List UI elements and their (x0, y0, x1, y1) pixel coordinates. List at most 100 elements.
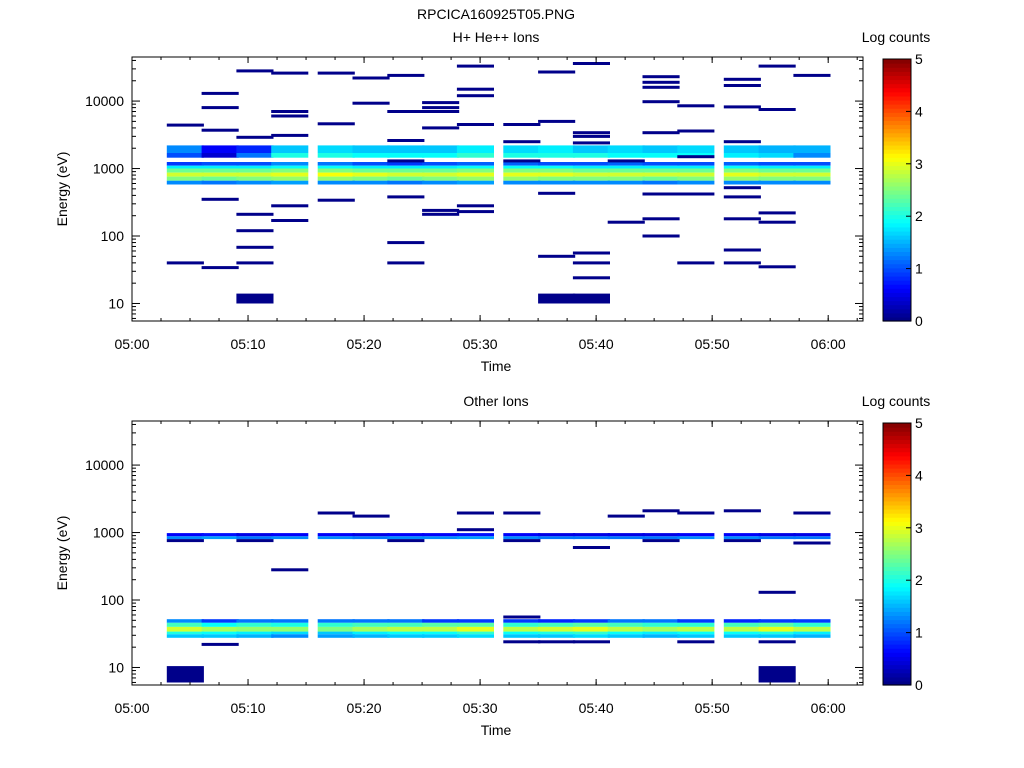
panel1-colorbar-step (883, 267, 911, 273)
panel1-count-cell (387, 195, 425, 199)
panel2-colorbar-step (883, 566, 911, 571)
panel1-count-cell (201, 197, 239, 201)
panel1-count-cell (456, 123, 494, 126)
panel1-count-cell (677, 261, 715, 265)
panel2-colorbar-step (883, 541, 911, 547)
panel1-band-6-cell-16 (758, 176, 796, 181)
panel2-count-cell (503, 539, 541, 543)
panel2-xtick-label: 05:30 (463, 700, 498, 716)
panel1-colorbar-step (883, 108, 911, 113)
panel1-band-0-cell-10 (538, 145, 576, 153)
panel1-band-2-cell-0 (166, 162, 204, 166)
panel2-band-1-cell-11 (572, 536, 610, 540)
panel1-band-2-cell-12 (607, 162, 645, 166)
panel2-count-cell (793, 541, 831, 545)
panel1-colorbar-step (883, 120, 911, 126)
panel1-band-1-cell-1 (201, 153, 239, 158)
panel1-band-3-cell-3 (271, 165, 309, 169)
panel1-band-6-cell-0 (166, 176, 204, 181)
panel1-count-cell (422, 110, 460, 113)
panel1-ylabel: Energy (eV) (54, 152, 70, 227)
panel1-count-cell (503, 123, 541, 126)
panel1-count-cell (456, 204, 494, 208)
panel1-colorbar-step (883, 275, 911, 281)
panel1-count-cell (166, 261, 204, 265)
panel1-colorbar-step (883, 247, 911, 252)
panel2-ylabel: Energy (eV) (54, 516, 70, 591)
panel1-band-0-cell-3 (271, 145, 309, 153)
panel1-band-1-cell-2 (236, 153, 274, 158)
panel1-colorbar-step (883, 132, 911, 138)
panel1-band-1-cell-16 (758, 153, 796, 158)
panel1-band-3-cell-8 (456, 165, 494, 169)
panel2-colorbar-step (883, 672, 911, 678)
panel1-colorbar-step (883, 230, 911, 236)
panel2-colorbar-step (883, 558, 911, 563)
panel2-band-2-cell-14 (677, 619, 715, 623)
panel2-band-0-cell-17 (793, 533, 831, 537)
panel2-count-cell (503, 511, 541, 515)
panel2-band-2-cell-4 (317, 619, 355, 623)
panel1-colorbar-step (883, 280, 911, 285)
panel1-band-6-cell-10 (538, 176, 576, 181)
panel2-band-6-cell-4 (317, 634, 355, 638)
panel1-colorbar-frame (882, 58, 912, 322)
panel2-colorbar-step (883, 472, 911, 477)
panel2-colorbar-step (883, 603, 911, 608)
panel2-band-4-cell-7 (422, 626, 460, 632)
panel2-band-3-cell-8 (456, 622, 494, 627)
panel2-band-0-cell-1 (201, 533, 239, 537)
panel1-band-5-cell-3 (271, 172, 309, 177)
panel1-count-cell (271, 110, 309, 113)
panel2-band-4-cell-8 (456, 626, 494, 632)
panel1-band-0-cell-17 (793, 145, 831, 153)
panel2-band-2-cell-3 (271, 619, 309, 623)
panel2-band-3-cell-1 (201, 622, 239, 627)
panel1-xtick-label: 05:30 (463, 336, 498, 352)
panel2-band-4-cell-17 (793, 626, 831, 632)
panel2-colorbar-step (883, 480, 911, 485)
panel1-band-2-cell-16 (758, 162, 796, 166)
panel2-colorbar-step (883, 459, 911, 465)
panel1-colorbar-step (883, 308, 911, 314)
panel2-band-4-cell-11 (572, 626, 610, 632)
panel1-band-2-cell-4 (317, 162, 355, 166)
panel2-band-4-cell-12 (607, 626, 645, 632)
panel1-colorbar-step (883, 251, 911, 257)
panel1-count-cell (677, 192, 715, 196)
panel1-count-cell (271, 219, 309, 222)
panel2-xlabel: Time (481, 722, 512, 738)
panel1-title: H+ He++ Ions (453, 29, 540, 45)
panel1-colorbar-step (883, 202, 911, 207)
panel1-count-cell (456, 87, 494, 91)
panel1-band-4-cell-12 (607, 168, 645, 173)
panel2-band-3-cell-11 (572, 622, 610, 627)
panel2-colorbar-step (883, 525, 911, 531)
panel2-band-0-cell-6 (387, 533, 425, 537)
panel1-band-4-cell-7 (422, 168, 460, 173)
panel1-band-1-cell-8 (456, 153, 494, 158)
panel2-band-5-cell-14 (677, 631, 715, 635)
panel2-band-0-cell-11 (572, 533, 610, 537)
panel1-count-cell (723, 217, 761, 221)
figure-title: RPCICA160925T05.PNG (417, 6, 575, 22)
panel1-band-7-cell-4 (317, 180, 355, 185)
panel2-band-4-cell-15 (723, 626, 761, 632)
panel1-count-cell (723, 195, 761, 199)
panel1-band-6-cell-15 (723, 176, 761, 181)
panel1-band-1-cell-4 (317, 153, 355, 158)
panel2-ytick-label: 10 (108, 659, 124, 675)
panel2-band-6-cell-10 (538, 634, 576, 638)
panel1-colorbar-step (883, 222, 911, 228)
panel1-band-4-cell-10 (538, 168, 576, 173)
panel2-plot-frame (131, 420, 864, 686)
panel1-xtick-label: 05:50 (695, 336, 730, 352)
panel2-band-2-cell-8 (456, 619, 494, 623)
panel1-colorbar-step (883, 153, 911, 158)
panel1-band-6-cell-2 (236, 176, 274, 181)
panel2-count-cell (677, 511, 715, 515)
panel2-colorbar-step (883, 594, 911, 600)
panel2-colorbar-step (883, 492, 911, 498)
panel1-band-3-cell-1 (201, 165, 239, 169)
panel2-band-6-cell-2 (236, 634, 274, 638)
